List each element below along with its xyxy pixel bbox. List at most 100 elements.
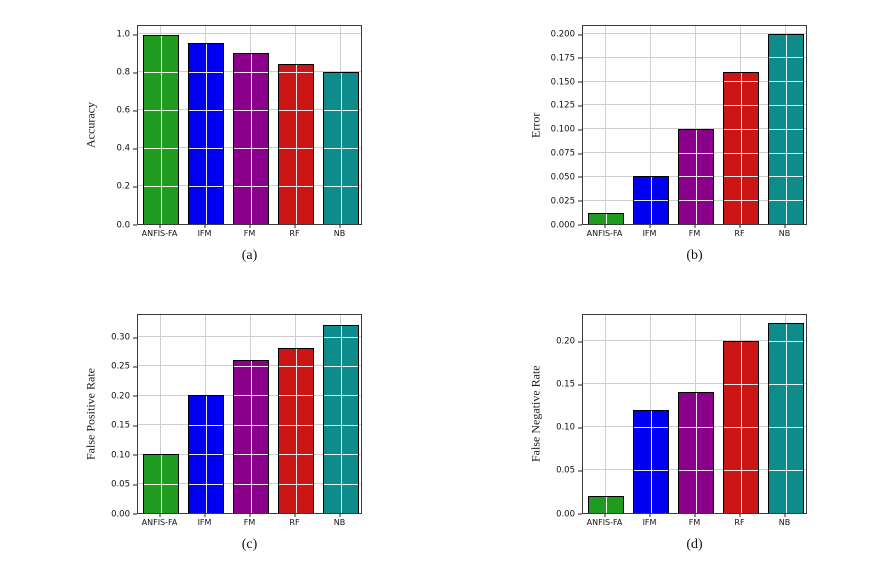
gridline-vertical (650, 26, 651, 224)
y-axis-label: Error (528, 112, 543, 138)
y-tick-label: 0.15 (556, 379, 575, 390)
plot-area (582, 314, 807, 514)
bar-gridline-vertical (650, 177, 652, 224)
x-tick-mark (739, 514, 740, 517)
x-tick-label: NB (333, 229, 346, 238)
x-tick-mark (784, 514, 785, 517)
chart-false-positive-rate: False Positive Rate 0.00 0.05 0.10 0.15 0.20… (83, 314, 362, 553)
x-tick-label: NB (778, 229, 791, 238)
x-tick-mark (649, 514, 650, 517)
bar-fm (232, 52, 269, 224)
x-tick-label: FM (243, 518, 256, 527)
y-tick-label: 0.0 (116, 219, 130, 230)
bar-gridline-vertical (160, 455, 162, 513)
bar-fm (677, 392, 714, 513)
bar-gridline-vertical (250, 53, 252, 224)
figure-cell-c: False Positive Rate 0.00 0.05 0.10 0.15 0.20… (0, 289, 445, 578)
x-tick-label: IFM (197, 229, 212, 238)
bar-gridline-vertical (250, 361, 252, 513)
y-tick-mark (578, 341, 582, 343)
bar-rf (722, 71, 759, 224)
bar-anfis-fa (142, 454, 179, 513)
x-tick-label: NB (778, 518, 791, 527)
gridline-horizontal (138, 33, 361, 35)
bar-gridline-vertical (340, 72, 342, 224)
y-tick-mark (133, 224, 137, 226)
y-tick-label: 0.05 (111, 479, 130, 490)
figure-cell-a: Accuracy 0.0 0.2 0.4 0.6 0.8 1.0 ANFIS-FA IFM F… (0, 0, 445, 289)
y-tick-label: 0.10 (556, 422, 575, 433)
x-tick-mark (739, 225, 740, 228)
y-tick-mark (578, 81, 582, 83)
x-tick-mark (249, 514, 250, 517)
bar-gridline-vertical (605, 213, 607, 224)
y-tick-mark (133, 425, 137, 427)
y-tick-mark (578, 470, 582, 472)
y-tick-label: 0.050 (550, 172, 575, 183)
bar-gridline-vertical (295, 349, 297, 513)
chart-error: Error 0.000 0.025 0.050 0.075 0.100 0.125 0.15… (528, 25, 807, 264)
plot-area (582, 25, 807, 225)
bar-gridline-vertical (785, 34, 787, 224)
bar-fm (232, 360, 269, 513)
x-tick-label: RF (289, 229, 300, 238)
figure-cell-b: Error 0.000 0.025 0.050 0.075 0.100 0.125 0.15… (445, 0, 890, 289)
bar-gridline-vertical (160, 36, 162, 224)
gridline-horizontal (138, 336, 361, 338)
bar-nb (767, 33, 804, 224)
x-tick-label: FM (688, 518, 701, 527)
y-tick-label: 0.200 (550, 29, 575, 40)
x-tick-mark (339, 514, 340, 517)
y-tick-mark (133, 366, 137, 368)
y-tick-label: 0.00 (556, 508, 575, 519)
gridline-horizontal (583, 33, 806, 35)
y-tick-mark (133, 148, 137, 150)
subplot-caption: (c) (241, 537, 258, 552)
x-tick-label: FM (688, 229, 701, 238)
bar-gridline-vertical (295, 65, 297, 224)
y-tick-label: 0.150 (550, 76, 575, 87)
y-tick-mark (133, 395, 137, 397)
x-axis: ANFIS-FA IFM FM RF NB (137, 514, 362, 531)
y-tick-mark (133, 110, 137, 112)
gridline-vertical (605, 26, 606, 224)
y-tick-mark (578, 57, 582, 59)
x-tick-label: RF (734, 518, 745, 527)
y-tick-label: 0.000 (550, 219, 575, 230)
y-tick-label: 0.4 (116, 143, 130, 154)
bar-fm (677, 128, 714, 224)
gridline-vertical (160, 315, 161, 513)
x-tick-mark (204, 225, 205, 228)
x-axis: ANFIS-FA IFM FM RF NB (137, 225, 362, 242)
bar-anfis-fa (587, 495, 624, 513)
x-axis: ANFIS-FA IFM FM RF NB (582, 514, 807, 531)
bar-ifm (187, 43, 224, 224)
y-axis: 0.000 0.025 0.050 0.075 0.100 0.125 0.150 0.175… (544, 25, 582, 229)
x-tick-label: ANFIS-FA (141, 229, 178, 238)
plot-area (137, 314, 362, 514)
y-tick-label: 0.05 (556, 465, 575, 476)
y-tick-label: 0.075 (550, 148, 575, 159)
bar-gridline-vertical (650, 410, 652, 513)
x-axis: ANFIS-FA IFM FM RF NB (582, 225, 807, 242)
y-axis: 0.00 0.05 0.10 0.15 0.20 (544, 314, 582, 518)
bar-gridline-vertical (740, 341, 742, 513)
chart-accuracy: Accuracy 0.0 0.2 0.4 0.6 0.8 1.0 ANFIS-FA IFM F… (83, 25, 362, 264)
y-tick-label: 0.15 (111, 420, 130, 431)
y-tick-label: 1.0 (116, 29, 130, 40)
x-tick-label: IFM (197, 518, 212, 527)
x-tick-label: IFM (642, 229, 657, 238)
gridline-horizontal (583, 383, 806, 385)
y-tick-mark (133, 72, 137, 74)
bar-gridline-vertical (205, 44, 207, 224)
y-tick-mark (133, 186, 137, 188)
bar-anfis-fa (587, 212, 624, 224)
x-tick-mark (604, 225, 605, 228)
y-axis: 0.0 0.2 0.4 0.6 0.8 1.0 (99, 25, 137, 229)
bar-gridline-vertical (740, 72, 742, 224)
bar-gridline-vertical (605, 496, 607, 513)
x-tick-label: RF (734, 229, 745, 238)
gridline-vertical (605, 315, 606, 513)
bar-nb (322, 324, 359, 513)
